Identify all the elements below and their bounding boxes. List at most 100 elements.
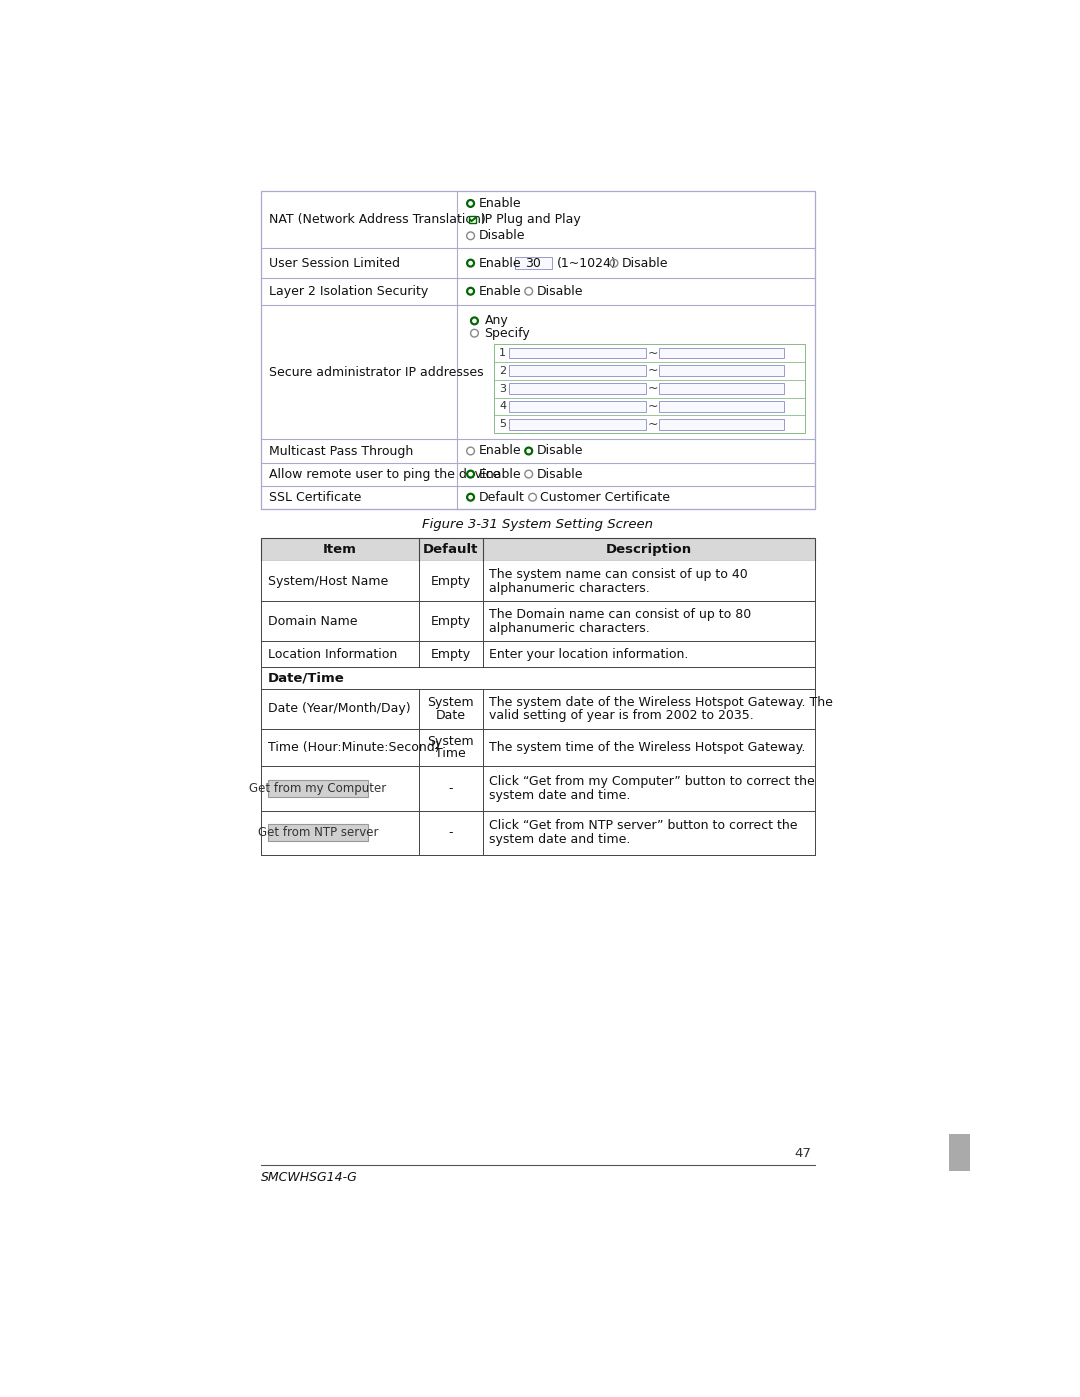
Text: Enable: Enable bbox=[478, 257, 521, 270]
Text: 3: 3 bbox=[499, 384, 507, 394]
Bar bbox=[470, 217, 476, 224]
Circle shape bbox=[467, 493, 474, 502]
Text: -: - bbox=[448, 827, 454, 840]
Text: Item: Item bbox=[323, 543, 357, 556]
Text: Domain Name: Domain Name bbox=[268, 615, 357, 627]
Circle shape bbox=[467, 260, 474, 267]
Text: Enable: Enable bbox=[478, 285, 521, 298]
Text: User Session Limited: User Session Limited bbox=[269, 257, 400, 270]
Bar bbox=[510, 366, 646, 376]
Text: ~: ~ bbox=[647, 346, 658, 359]
Text: Layer 2 Isolation Security: Layer 2 Isolation Security bbox=[269, 285, 429, 298]
Bar bbox=[261, 191, 814, 509]
Text: The Domain name can consist of up to 80: The Domain name can consist of up to 80 bbox=[489, 608, 751, 620]
Text: Multicast Pass Through: Multicast Pass Through bbox=[269, 444, 414, 457]
Bar bbox=[659, 348, 784, 358]
Text: Get from NTP server: Get from NTP server bbox=[258, 827, 378, 840]
Circle shape bbox=[473, 320, 476, 323]
Bar bbox=[659, 401, 784, 412]
Bar bbox=[261, 641, 814, 668]
Circle shape bbox=[469, 472, 472, 476]
Bar bbox=[510, 383, 646, 394]
Text: Disable: Disable bbox=[478, 229, 525, 242]
Text: The system name can consist of up to 40: The system name can consist of up to 40 bbox=[489, 567, 747, 581]
Text: -: - bbox=[448, 782, 454, 795]
Text: 4: 4 bbox=[499, 401, 507, 412]
Bar bbox=[261, 810, 814, 855]
Bar bbox=[261, 729, 814, 766]
Bar bbox=[268, 780, 368, 796]
Bar bbox=[659, 366, 784, 376]
Text: SSL Certificate: SSL Certificate bbox=[269, 490, 362, 504]
Circle shape bbox=[471, 317, 478, 324]
Bar bbox=[261, 668, 814, 689]
Text: Empty: Empty bbox=[431, 574, 471, 588]
Text: Figure 3-31 System Setting Screen: Figure 3-31 System Setting Screen bbox=[422, 518, 653, 531]
Text: Empty: Empty bbox=[431, 648, 471, 661]
Bar bbox=[261, 562, 814, 601]
Text: SMCWHSG14-G: SMCWHSG14-G bbox=[261, 1171, 359, 1183]
Text: Location Information: Location Information bbox=[268, 648, 396, 661]
Text: Enable: Enable bbox=[478, 197, 521, 210]
Text: Click “Get from my Computer” button to correct the: Click “Get from my Computer” button to c… bbox=[489, 775, 814, 788]
Text: Description: Description bbox=[606, 543, 691, 556]
Text: 30: 30 bbox=[525, 257, 541, 270]
Text: Disable: Disable bbox=[622, 257, 669, 270]
Text: System: System bbox=[428, 735, 474, 747]
Text: valid setting of year is from 2002 to 2035.: valid setting of year is from 2002 to 20… bbox=[489, 710, 754, 722]
Text: Secure administrator IP addresses: Secure administrator IP addresses bbox=[269, 366, 484, 379]
Text: Get from my Computer: Get from my Computer bbox=[249, 782, 387, 795]
Text: ~: ~ bbox=[647, 383, 658, 395]
Bar bbox=[494, 344, 806, 433]
Text: Date/Time: Date/Time bbox=[268, 672, 345, 685]
Text: ~: ~ bbox=[647, 418, 658, 430]
Text: Enable: Enable bbox=[478, 444, 521, 457]
Circle shape bbox=[469, 201, 472, 205]
Circle shape bbox=[469, 496, 472, 499]
Bar bbox=[515, 257, 552, 270]
Text: Disable: Disable bbox=[537, 285, 583, 298]
Text: Specify: Specify bbox=[485, 327, 530, 339]
Bar bbox=[659, 419, 784, 430]
Text: (1~1024): (1~1024) bbox=[557, 257, 617, 270]
Circle shape bbox=[469, 289, 472, 293]
Text: 5: 5 bbox=[499, 419, 507, 429]
Circle shape bbox=[467, 200, 474, 207]
Bar bbox=[510, 419, 646, 430]
Text: Enable: Enable bbox=[478, 468, 521, 481]
Text: The system date of the Wireless Hotspot Gateway. The: The system date of the Wireless Hotspot … bbox=[489, 696, 833, 708]
Text: Disable: Disable bbox=[537, 468, 583, 481]
Text: System/Host Name: System/Host Name bbox=[268, 574, 388, 588]
Text: 47: 47 bbox=[794, 1147, 811, 1160]
Bar bbox=[261, 766, 814, 810]
Bar bbox=[948, 1134, 971, 1171]
Text: Empty: Empty bbox=[431, 615, 471, 627]
Text: 2: 2 bbox=[499, 366, 507, 376]
Circle shape bbox=[467, 471, 474, 478]
Text: Time (Hour:Minute:Second): Time (Hour:Minute:Second) bbox=[268, 740, 440, 754]
Bar bbox=[261, 601, 814, 641]
Circle shape bbox=[525, 447, 532, 455]
Text: Default: Default bbox=[478, 490, 524, 504]
Text: system date and time.: system date and time. bbox=[489, 834, 631, 847]
Text: System: System bbox=[428, 696, 474, 710]
Bar bbox=[510, 348, 646, 358]
Text: Customer Certificate: Customer Certificate bbox=[540, 490, 671, 504]
Text: Default: Default bbox=[423, 543, 478, 556]
Text: Enter your location information.: Enter your location information. bbox=[489, 648, 688, 661]
Circle shape bbox=[467, 288, 474, 295]
Text: Allow remote user to ping the device: Allow remote user to ping the device bbox=[269, 468, 500, 481]
Text: alphanumeric characters.: alphanumeric characters. bbox=[489, 622, 649, 634]
Bar bbox=[261, 689, 814, 729]
Circle shape bbox=[469, 261, 472, 265]
Text: IP Plug and Play: IP Plug and Play bbox=[482, 214, 581, 226]
Text: ~: ~ bbox=[647, 400, 658, 414]
Bar bbox=[268, 824, 368, 841]
Text: Any: Any bbox=[485, 314, 509, 327]
Circle shape bbox=[527, 450, 530, 453]
Text: ~: ~ bbox=[647, 365, 658, 377]
Text: Click “Get from NTP server” button to correct the: Click “Get from NTP server” button to co… bbox=[489, 820, 797, 833]
Text: Date: Date bbox=[436, 708, 465, 722]
Text: alphanumeric characters.: alphanumeric characters. bbox=[489, 581, 649, 595]
Text: Date (Year/Month/Day): Date (Year/Month/Day) bbox=[268, 703, 410, 715]
